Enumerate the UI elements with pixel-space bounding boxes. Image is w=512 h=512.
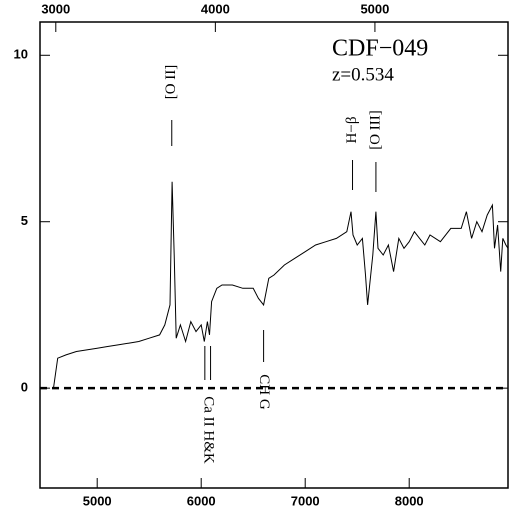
x2-tick-label: 4000 <box>201 1 230 16</box>
x-tick-label: 6000 <box>187 493 216 508</box>
line-label: [O III] <box>367 110 383 150</box>
chart-subtitle: z=0.534 <box>332 64 394 85</box>
x2-tick-label: 5000 <box>360 1 389 16</box>
y-tick-label: 5 <box>21 213 28 228</box>
x-tick-label: 5000 <box>83 493 112 508</box>
line-label: H−β <box>344 117 360 144</box>
x2-tick-label: 3000 <box>41 1 70 16</box>
x-tick-label: 8000 <box>395 493 424 508</box>
line-label: CH G <box>256 374 272 410</box>
line-label: Ca II H&K <box>200 396 216 464</box>
x-tick-label: 7000 <box>291 493 320 508</box>
y-tick-label: 0 <box>21 380 28 395</box>
line-label: [O II] <box>163 65 179 100</box>
chart-title: CDF−049 <box>332 36 428 62</box>
plot-frame <box>39 21 509 489</box>
spectrum-line <box>53 181 509 389</box>
y-tick-label: 10 <box>14 47 28 62</box>
